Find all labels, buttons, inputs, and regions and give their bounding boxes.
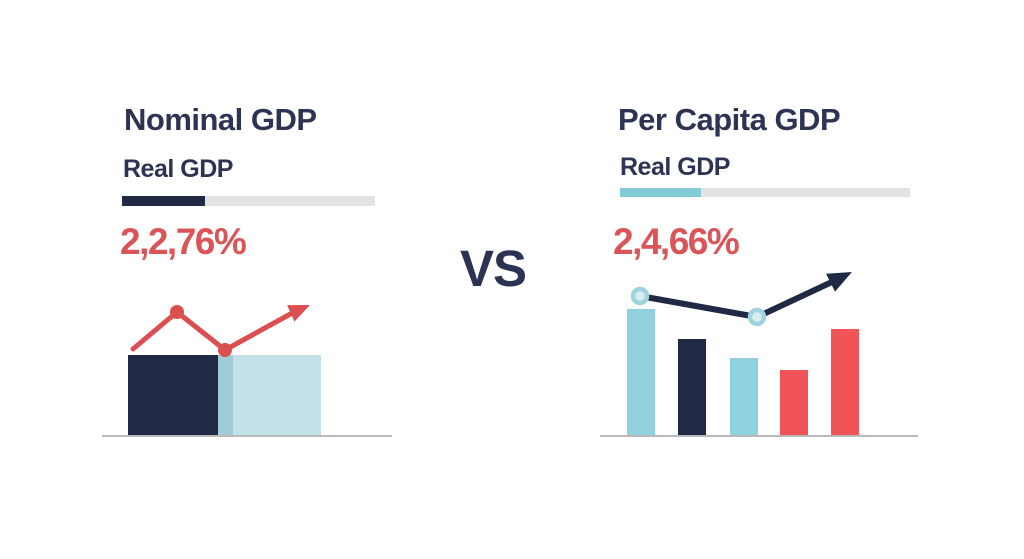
nominal-gdp-chart-arrowhead-icon (287, 305, 310, 322)
right-panel-value: 2,4,66% (613, 221, 740, 262)
nominal-gdp-chart-dot-marker (218, 343, 232, 357)
left-panel-sublabel: Real GDP (123, 155, 233, 183)
per-capita-gdp-chart-bar-3 (780, 370, 808, 435)
per-capita-gdp-chart-bar-0 (627, 309, 655, 435)
right-panel-sublabel: Real GDP (620, 153, 730, 181)
nominal-gdp-chart-trend-line (130, 309, 297, 353)
nominal-gdp-chart-bar-0 (128, 355, 218, 435)
nominal-gdp-chart-dot-marker (170, 305, 184, 319)
right-progress-track (620, 188, 910, 197)
left-panel-title: Nominal GDP (124, 102, 317, 137)
left-panel-value: 2,2,76% (120, 221, 247, 262)
nominal-gdp-chart-bar-1 (218, 355, 233, 435)
per-capita-gdp-chart-bar-2 (730, 358, 758, 435)
nominal-gdp-chart-bar-2 (233, 355, 321, 435)
per-capita-gdp-chart-ring-marker (630, 286, 650, 306)
per-capita-gdp-chart-bar-1 (678, 339, 706, 435)
per-capita-gdp-chart-arrowhead-icon (826, 272, 852, 292)
per-capita-gdp-chart-ring-marker (747, 307, 767, 327)
left-progress-track (122, 196, 375, 206)
left-progress-fill (122, 196, 206, 206)
per-capita-gdp-chart-bar-4 (831, 329, 859, 435)
right-panel-title: Per Capita GDP (618, 102, 841, 137)
right-progress-fill (620, 188, 702, 197)
vs-label: VS (460, 240, 527, 297)
per-capita-gdp-chart-trend-line (637, 278, 837, 320)
